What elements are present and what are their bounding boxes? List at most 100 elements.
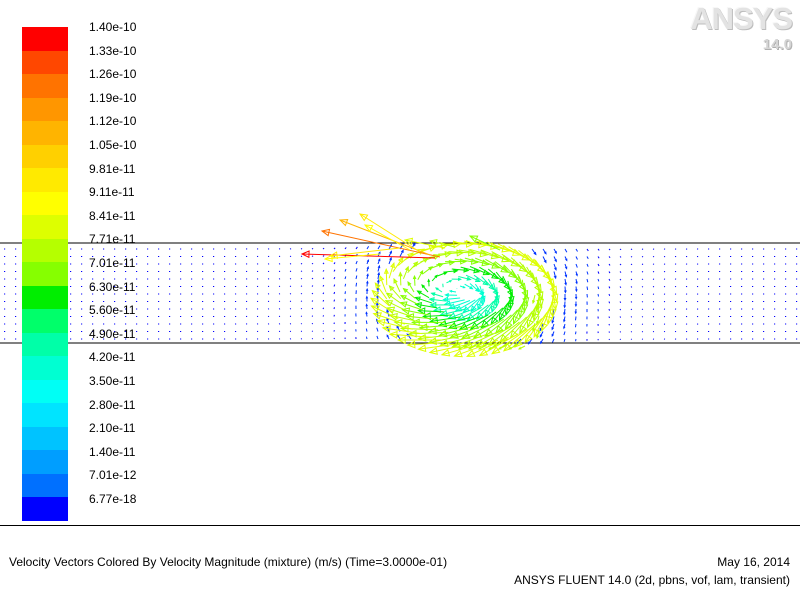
velocity-vector: [541, 298, 554, 331]
velocity-vector-head: [524, 333, 533, 344]
velocity-vector: [630, 248, 633, 250]
velocity-vector: [454, 339, 499, 357]
velocity-vector-head: [575, 273, 578, 277]
velocity-vector-head: [457, 277, 462, 282]
velocity-vector: [586, 248, 589, 252]
velocity-vector: [322, 330, 325, 332]
colormap-swatch: [22, 215, 68, 239]
velocity-vector: [333, 299, 336, 302]
velocity-vector-head: [386, 334, 389, 338]
colormap-swatch: [22, 426, 68, 450]
velocity-vector: [461, 321, 496, 339]
velocity-vector: [608, 248, 611, 251]
velocity-vector: [538, 285, 540, 315]
velocity-vector: [413, 257, 429, 268]
velocity-vector-head: [374, 282, 381, 290]
velocity-vector: [485, 258, 509, 273]
colormap-tick-label: 1.40e-11: [89, 444, 136, 459]
velocity-vector-head: [338, 219, 349, 227]
velocity-vector: [333, 291, 336, 295]
velocity-vector: [300, 263, 303, 265]
colormap-tick-label: 4.90e-11: [89, 326, 136, 341]
velocity-vector: [527, 298, 540, 328]
plot-date: May 16, 2014: [717, 555, 790, 569]
velocity-vector-head: [376, 278, 380, 283]
velocity-vector-head: [386, 317, 389, 321]
graphics-viewport[interactable]: 1.40e-10 1.33e-10 1.26e-10 1.19e-10 1.12e-10…: [0, 0, 800, 525]
colormap-swatch: [22, 262, 68, 286]
velocity-vector: [311, 285, 314, 287]
colormap-tick-label: 9.11e-11: [89, 185, 135, 200]
velocity-vector: [333, 269, 336, 272]
velocity-vector: [430, 316, 461, 323]
velocity-vector: [300, 323, 303, 325]
velocity-vector: [322, 255, 325, 257]
velocity-vector-head: [531, 328, 536, 333]
velocity-vector: [311, 330, 314, 332]
velocity-vector: [490, 302, 509, 325]
velocity-vector-head: [376, 318, 386, 327]
velocity-vector-head: [526, 318, 535, 329]
colormap-swatch: [22, 144, 68, 168]
velocity-vector: [377, 245, 381, 250]
velocity-vector: [311, 262, 314, 265]
velocity-vector: [574, 323, 577, 328]
velocity-vector: [513, 298, 526, 325]
velocity-vector: [619, 331, 622, 333]
velocity-vector-head: [574, 304, 578, 308]
velocity-vector: [386, 292, 404, 306]
velocity-vector-head: [421, 284, 426, 289]
velocity-vector-head: [366, 273, 369, 277]
velocity-vector-head: [466, 349, 476, 357]
velocity-vector-head: [416, 290, 422, 295]
velocity-vector-head: [378, 251, 381, 255]
velocity-vector: [344, 261, 347, 265]
velocity-vector-head: [535, 307, 540, 312]
velocity-vector: [322, 262, 325, 265]
velocity-vector: [517, 273, 528, 298]
velocity-vector: [619, 301, 622, 303]
velocity-vector-head: [533, 251, 537, 256]
velocity-vector-head: [554, 250, 557, 255]
velocity-vector: [431, 275, 438, 282]
colormap-swatch: [22, 74, 68, 98]
velocity-vector: [440, 308, 467, 316]
velocity-vector: [379, 275, 387, 293]
velocity-vector-head: [478, 348, 489, 357]
velocity-vector: [608, 338, 610, 341]
velocity-vector: [455, 299, 476, 312]
velocity-vector: [311, 247, 314, 250]
velocity-vector: [322, 322, 325, 325]
velocity-vector-head: [379, 274, 385, 282]
velocity-vector-head: [457, 346, 462, 350]
velocity-vector: [532, 294, 536, 304]
velocity-vector-head: [499, 333, 509, 343]
velocity-vector-head: [484, 309, 492, 318]
velocity-vector: [322, 337, 325, 340]
velocity-vector: [575, 256, 578, 260]
velocity-vector-head: [429, 301, 437, 309]
velocity-vector: [448, 316, 480, 329]
velocity-vector-head: [430, 292, 436, 297]
velocity-vector-head: [399, 301, 408, 308]
velocity-vector-head: [563, 319, 566, 323]
velocity-vector-head: [482, 279, 489, 286]
velocity-vector: [641, 316, 644, 318]
velocity-vector-head: [434, 274, 438, 279]
velocity-vector-head: [463, 267, 470, 273]
velocity-vector: [407, 341, 453, 346]
velocity-vector-head: [497, 346, 502, 350]
velocity-vector: [532, 308, 536, 318]
velocity-vector-head: [381, 325, 391, 333]
colormap-tick-label: 7.71e-11: [89, 232, 136, 247]
velocity-vector: [552, 285, 554, 317]
colormap-swatch: [22, 379, 68, 403]
velocity-vector-head: [554, 259, 557, 263]
velocity-vector: [311, 277, 314, 280]
colormap-tick-label: 4.20e-11: [89, 350, 136, 365]
velocity-vector-head: [401, 307, 411, 315]
velocity-vector-head: [400, 249, 404, 254]
velocity-vector-head: [501, 254, 511, 263]
velocity-vector: [438, 317, 471, 326]
velocity-vector-head: [417, 344, 427, 353]
